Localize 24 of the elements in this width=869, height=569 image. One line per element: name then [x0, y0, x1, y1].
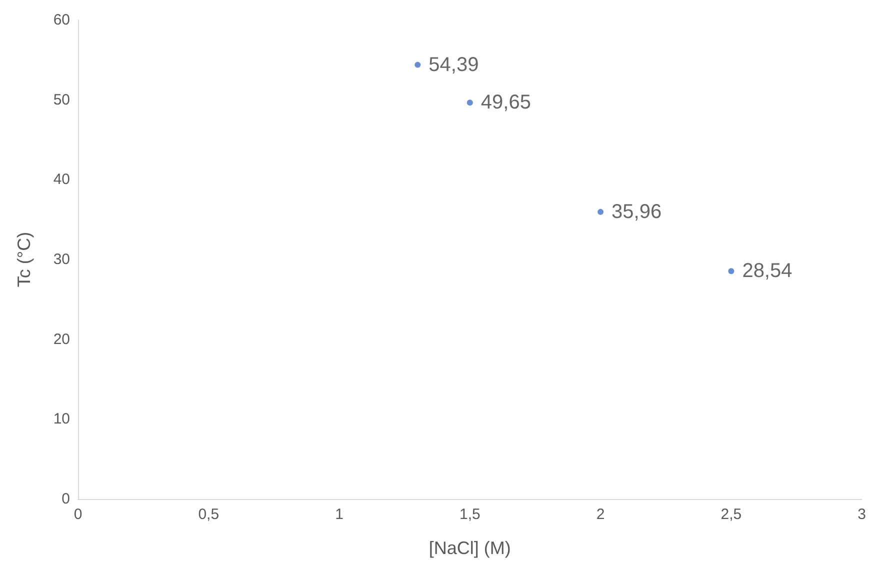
point — [598, 208, 604, 215]
x-tick-label: 3 — [858, 506, 866, 523]
point — [414, 62, 421, 68]
point — [466, 100, 473, 106]
data-label: 28,54 — [742, 260, 792, 282]
x-tick-label: 1,5 — [459, 506, 480, 523]
x-tick-label: 2,5 — [720, 506, 742, 523]
y-axis-title: Tc (°C) — [14, 232, 34, 288]
data-label: 49,65 — [480, 92, 531, 114]
data-label: 54,39 — [428, 54, 479, 76]
y-tick-label: 0 — [62, 490, 70, 508]
data-label: 35,96 — [612, 200, 662, 223]
y-tick-label: 40 — [53, 171, 70, 188]
x-axis-title: [NaCl] (M) — [428, 538, 511, 558]
point — [728, 268, 734, 274]
y-tick-label: 20 — [53, 330, 70, 348]
y-tick-label: 10 — [53, 410, 70, 428]
y-tick-label: 60 — [53, 12, 70, 28]
x-tick-label: 0,5 — [198, 506, 220, 523]
x-tick-label: 1 — [335, 506, 344, 523]
y-tick-label: 50 — [53, 91, 70, 108]
y-tick-label: 30 — [53, 251, 70, 268]
x-tick-label: 0 — [74, 506, 82, 523]
x-tick-label: 2 — [596, 506, 605, 523]
